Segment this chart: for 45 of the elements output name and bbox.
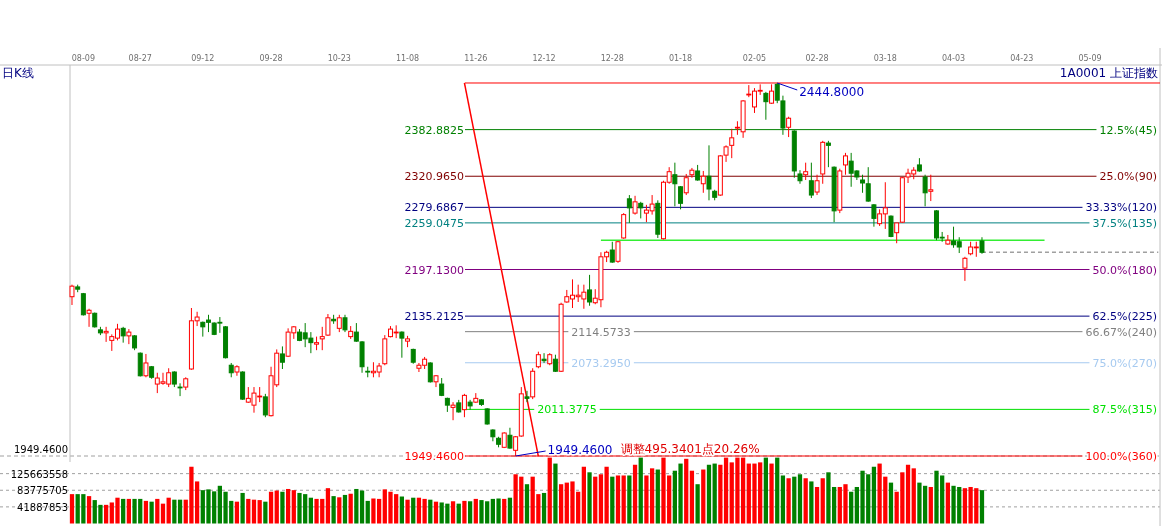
annotation: 66.67%(240) <box>1085 325 1157 339</box>
ref-line-label: 2259.0475 <box>404 216 464 230</box>
chart-subtitle: 1A0001 上证指数 <box>1059 66 1158 80</box>
x-tick-label: 02-28 <box>805 54 829 63</box>
x-tick-label: 11-08 <box>395 54 420 63</box>
ref-line-label: 1949.4600 <box>404 450 464 464</box>
y-tick-label: 125663558 <box>10 468 68 480</box>
annotation: 87.5%(315) <box>1092 403 1157 417</box>
x-tick-label: 12-12 <box>532 54 556 63</box>
x-tick-label: 05-09 <box>1078 54 1102 63</box>
ref-line-label: 2114.5733 <box>571 325 631 339</box>
x-tick-label: 09-28 <box>259 54 283 63</box>
x-tick-label: 02-05 <box>742 54 767 63</box>
annotation: 12.5%(45) <box>1099 123 1157 137</box>
x-tick-label: 01-18 <box>668 54 693 63</box>
annotation: 25.0%(90) <box>1099 170 1157 184</box>
x-tick-label: 11-26 <box>464 54 488 63</box>
x-tick-label: 09-12 <box>191 54 215 63</box>
annotation: 75.0%(270) <box>1092 356 1157 370</box>
annotation: 62.5%(225) <box>1092 310 1157 324</box>
annotation: 33.33%(120) <box>1085 201 1157 215</box>
x-tick-label: 03-18 <box>873 54 897 63</box>
x-tick-label: 10-23 <box>327 54 351 63</box>
chart-title: 日K线 <box>2 66 34 80</box>
x-tick-label: 08-09 <box>71 54 95 63</box>
x-tick-label: 04-23 <box>1010 54 1034 63</box>
annotation: 100.0%(360) <box>1085 450 1157 464</box>
annotation: 1949.4600 <box>547 443 613 458</box>
annotation: 37.5%(135) <box>1092 216 1157 230</box>
y-tick-label: 41887853 <box>17 501 68 513</box>
ref-line-label: 2382.8825 <box>404 123 464 137</box>
annotation: 调整495.3401点20.26% <box>620 442 760 457</box>
ref-line-label: 2197.1300 <box>404 263 464 277</box>
x-tick-label: 04-03 <box>941 54 966 63</box>
x-tick-label: 08-27 <box>128 54 152 63</box>
ref-line-label: 2320.9650 <box>404 170 464 184</box>
ref-line-label: 2135.2125 <box>404 310 464 324</box>
ref-line-label: 2279.6867 <box>404 201 464 215</box>
annotation: 2444.8000 <box>799 85 865 99</box>
y-tick-label: 83775705 <box>17 485 68 497</box>
annotation: 50.0%(180) <box>1092 263 1157 277</box>
text: 1949.4600 <box>13 444 68 456</box>
ref-line-label: 2011.3775 <box>537 403 597 417</box>
ref-line-label: 2073.2950 <box>571 356 631 370</box>
x-tick-label: 12-28 <box>600 54 624 63</box>
